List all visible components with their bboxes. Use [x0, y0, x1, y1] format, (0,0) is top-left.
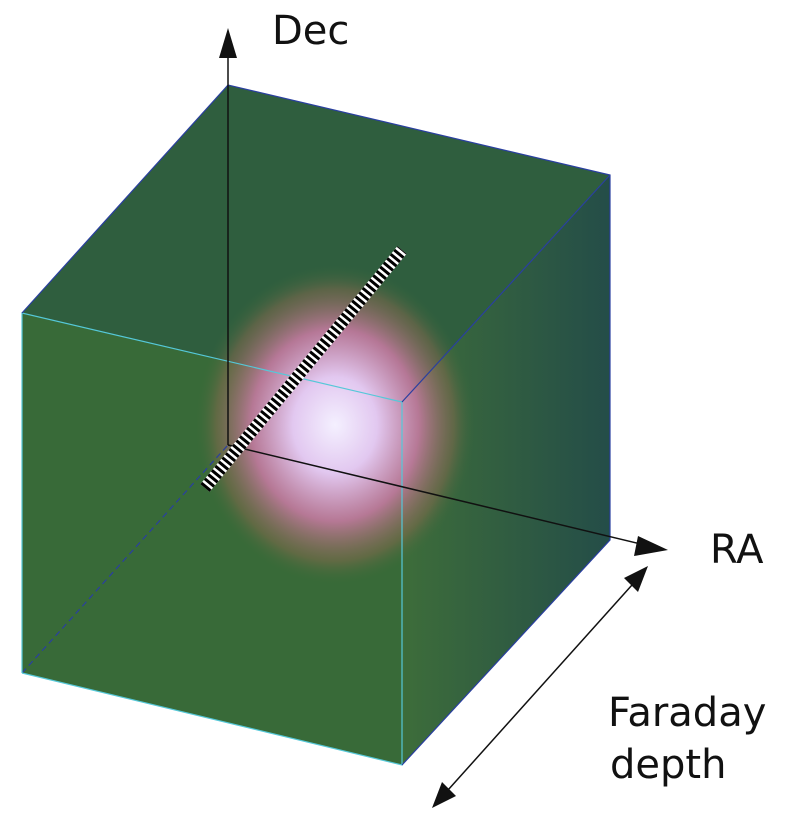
nebula	[195, 265, 475, 585]
page: Dec RA Faraday depth (() => { const data…	[0, 0, 803, 813]
faraday-arrowhead	[624, 566, 648, 592]
ra-label: RA	[710, 527, 764, 573]
ra-arrowhead	[634, 536, 668, 556]
dec-arrowhead	[219, 28, 237, 58]
depth-label: depth	[610, 742, 726, 788]
diagram: Dec RA Faraday depth	[0, 0, 803, 813]
faraday-label: Faraday	[608, 690, 766, 736]
dec-label: Dec	[272, 8, 349, 54]
